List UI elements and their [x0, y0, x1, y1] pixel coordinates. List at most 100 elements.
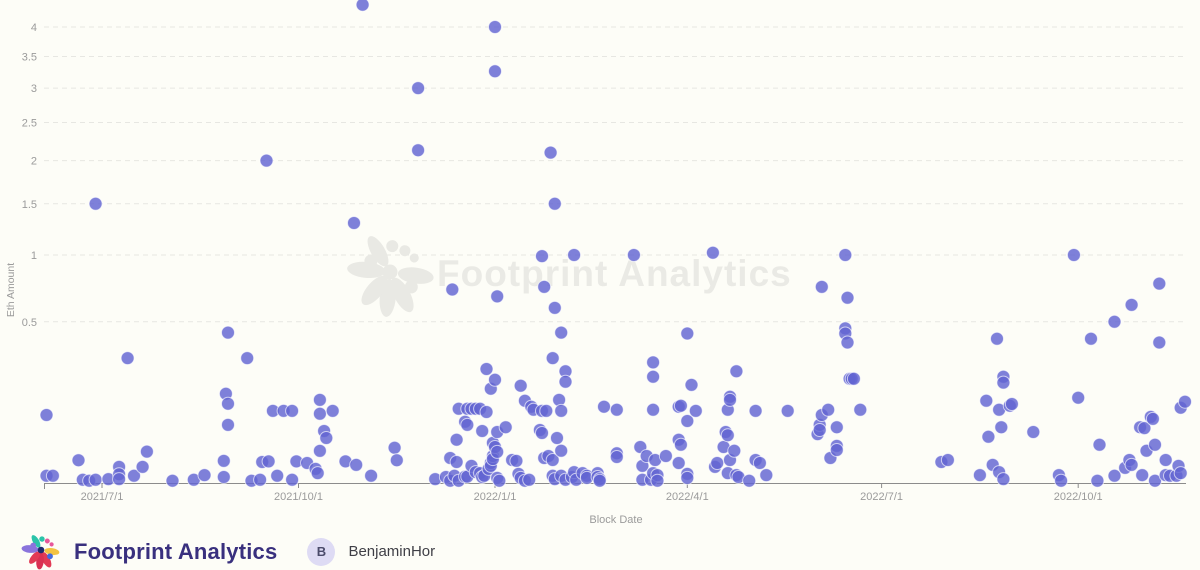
scatter-point[interactable] — [165, 473, 180, 488]
scatter-point[interactable] — [197, 468, 212, 483]
scatter-point[interactable] — [253, 472, 268, 487]
scatter-point[interactable] — [720, 428, 735, 443]
scatter-point[interactable] — [492, 473, 507, 488]
scatter-point[interactable] — [285, 472, 300, 487]
scatter-point[interactable] — [355, 0, 370, 12]
scatter-point[interactable] — [1178, 394, 1192, 409]
scatter-point[interactable] — [1026, 425, 1041, 439]
scatter-point[interactable] — [727, 443, 742, 458]
scatter-point[interactable] — [112, 472, 127, 487]
scatter-point[interactable] — [1135, 468, 1150, 483]
scatter-point[interactable] — [1107, 314, 1122, 329]
scatter-point[interactable] — [814, 279, 829, 294]
scatter-point[interactable] — [325, 403, 340, 418]
scatter-point[interactable] — [449, 455, 464, 469]
scatter-point[interactable] — [490, 289, 505, 304]
scatter-point[interactable] — [537, 279, 552, 294]
scatter-point[interactable] — [780, 403, 795, 418]
scatter-point[interactable] — [597, 399, 611, 414]
scatter-point[interactable] — [550, 431, 564, 445]
scatter-point[interactable] — [748, 403, 763, 418]
scatter-point[interactable] — [479, 405, 494, 419]
scatter-point[interactable] — [88, 196, 103, 211]
scatter-point[interactable] — [411, 81, 426, 96]
scatter-point[interactable] — [592, 473, 607, 488]
scatter-point[interactable] — [1173, 466, 1188, 481]
scatter-point[interactable] — [838, 248, 853, 262]
scatter-point[interactable] — [996, 375, 1011, 390]
scatter-point[interactable] — [475, 424, 490, 438]
scatter-point[interactable] — [554, 325, 569, 340]
scatter-point[interactable] — [1092, 437, 1107, 452]
scatter-point[interactable] — [1107, 468, 1122, 483]
scatter-point[interactable] — [349, 457, 364, 472]
scatter-point[interactable] — [658, 449, 673, 463]
scatter-point[interactable] — [990, 331, 1004, 346]
scatter-point[interactable] — [479, 362, 494, 376]
scatter-point[interactable] — [543, 145, 558, 160]
scatter-point[interactable] — [488, 20, 502, 34]
scatter-point[interactable] — [812, 423, 827, 437]
scatter-point[interactable] — [221, 396, 235, 411]
scatter-point[interactable] — [981, 429, 996, 444]
scatter-point[interactable] — [840, 335, 855, 350]
scatter-point[interactable] — [449, 432, 464, 447]
scatter-point[interactable] — [139, 444, 154, 459]
scatter-point[interactable] — [513, 378, 528, 393]
scatter-point[interactable] — [71, 453, 86, 468]
scatter-point[interactable] — [742, 473, 757, 488]
author-name[interactable]: BenjaminHor — [348, 543, 436, 560]
scatter-point[interactable] — [680, 414, 695, 428]
scatter-point[interactable] — [1124, 297, 1139, 312]
scatter-point[interactable] — [646, 402, 661, 417]
scatter-point[interactable] — [120, 351, 135, 366]
scatter-point[interactable] — [1071, 390, 1086, 405]
scatter-point[interactable] — [45, 468, 60, 483]
scatter-point[interactable] — [972, 468, 987, 483]
scatter-point[interactable] — [539, 403, 554, 418]
scatter-point[interactable] — [829, 420, 844, 435]
scatter-point[interactable] — [1158, 453, 1173, 467]
scatter-point[interactable] — [460, 417, 475, 432]
scatter-point[interactable] — [688, 403, 703, 418]
scatter-point[interactable] — [1054, 473, 1069, 488]
scatter-point[interactable] — [673, 398, 688, 413]
scatter-point[interactable] — [626, 248, 641, 262]
scatter-point[interactable] — [846, 371, 861, 386]
scatter-point[interactable] — [312, 443, 327, 458]
scatter-point[interactable] — [684, 377, 699, 392]
scatter-point[interactable] — [1066, 248, 1081, 262]
scatter-point[interactable] — [994, 420, 1009, 435]
scatter-point[interactable] — [554, 443, 569, 458]
scatter-point[interactable] — [240, 351, 255, 366]
scatter-point[interactable] — [216, 453, 231, 468]
scatter-point[interactable] — [646, 355, 661, 370]
scatter-point[interactable] — [1084, 331, 1098, 346]
scatter-point[interactable] — [1124, 457, 1139, 472]
scatter-point[interactable] — [752, 456, 767, 470]
scatter-point[interactable] — [1152, 276, 1167, 291]
scatter-point[interactable] — [840, 290, 855, 305]
scatter-point[interactable] — [285, 403, 300, 418]
scatter-point[interactable] — [364, 468, 379, 483]
scatter-point[interactable] — [1090, 473, 1105, 488]
scatter-point[interactable] — [759, 468, 774, 483]
scatter-point[interactable] — [259, 153, 274, 168]
scatter-point[interactable] — [312, 406, 327, 421]
scatter-point[interactable] — [1004, 397, 1019, 411]
scatter-point[interactable] — [554, 403, 569, 418]
scatter-point[interactable] — [488, 64, 502, 79]
scatter-point[interactable] — [673, 437, 688, 452]
scatter-point[interactable] — [498, 420, 513, 435]
scatter-point[interactable] — [547, 196, 562, 211]
scatter-point[interactable] — [319, 431, 334, 445]
scatter-point[interactable] — [310, 466, 325, 481]
scatter-point[interactable] — [39, 408, 54, 422]
scatter-point[interactable] — [650, 473, 665, 488]
scatter-point[interactable] — [411, 143, 426, 158]
scatter-point[interactable] — [829, 443, 844, 457]
scatter-point[interactable] — [1148, 437, 1162, 452]
scatter-point[interactable] — [705, 245, 720, 260]
scatter-point[interactable] — [445, 282, 460, 297]
scatter-point[interactable] — [221, 417, 235, 432]
